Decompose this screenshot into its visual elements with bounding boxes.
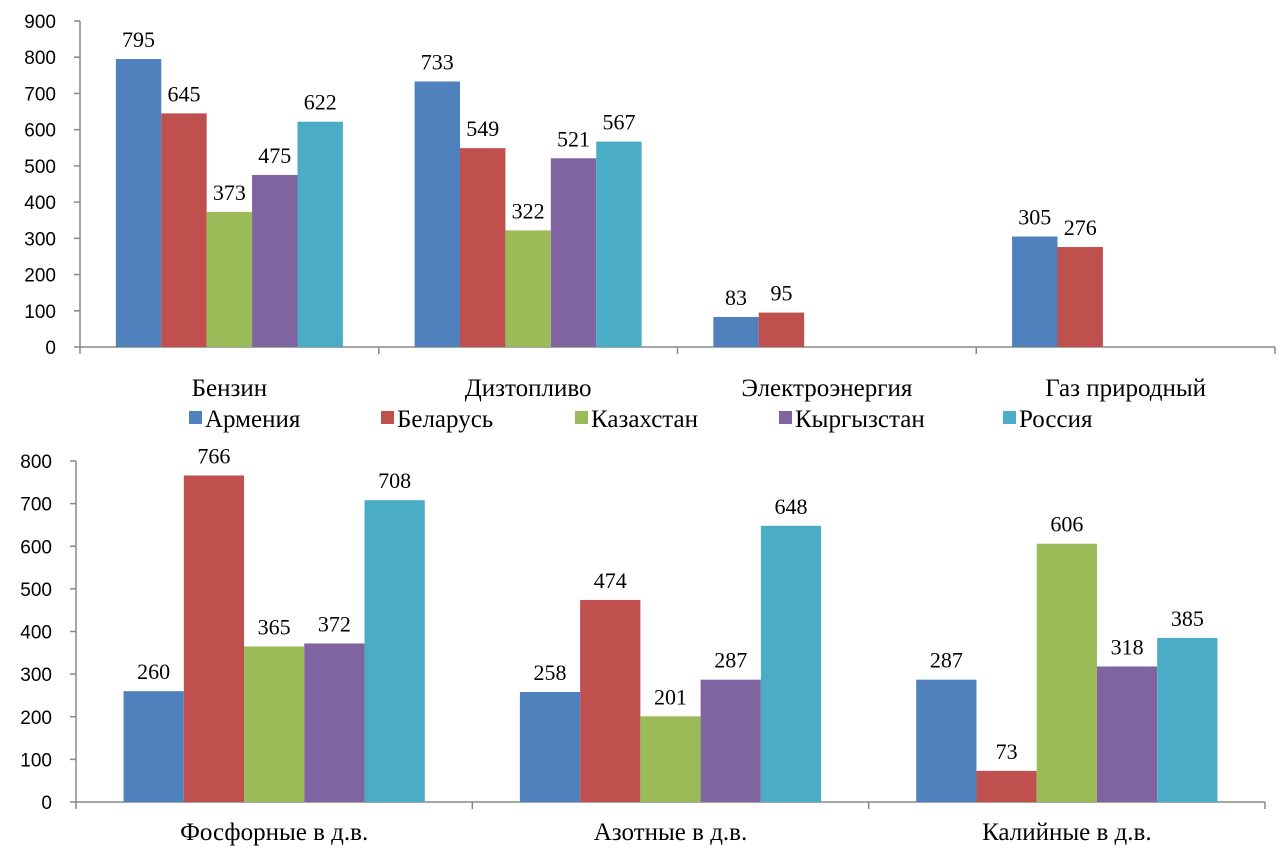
data-label: 373 <box>213 180 246 205</box>
fertilizer-chart: 0 100 200 300 400 500 600 700 800 Фосфорные в д.в… <box>20 443 1266 846</box>
legend-swatch <box>575 411 588 424</box>
data-label: 83 <box>725 285 747 310</box>
data-label: 372 <box>318 611 351 636</box>
y-tick-label: 100 <box>20 750 52 771</box>
data-label: 708 <box>378 468 411 493</box>
data-label: 648 <box>774 494 807 519</box>
bar <box>364 500 425 802</box>
y-tick-label: 900 <box>24 12 56 33</box>
y-tick-label: 400 <box>20 623 52 644</box>
bar <box>252 174 298 347</box>
bar <box>758 312 805 347</box>
bar <box>1036 543 1097 802</box>
bar <box>519 692 581 802</box>
data-label: 549 <box>466 116 499 141</box>
legend-swatch <box>1003 411 1016 424</box>
bar <box>580 599 641 802</box>
data-label: 305 <box>1018 205 1051 230</box>
data-label: 606 <box>1050 512 1083 537</box>
y-tick-label: 700 <box>24 84 56 105</box>
data-label: 475 <box>258 143 291 168</box>
bar <box>596 141 642 347</box>
bar <box>976 770 1037 802</box>
x-category-label: Фосфорные в д.в. <box>180 819 368 846</box>
bar <box>297 121 343 347</box>
bar <box>1096 666 1158 802</box>
bar <box>700 679 761 802</box>
data-label: 645 <box>167 81 200 106</box>
data-label: 201 <box>654 684 687 709</box>
y-tick-label: 700 <box>20 495 52 516</box>
data-label: 795 <box>122 27 155 52</box>
x-category-label: Бензин <box>192 375 267 402</box>
y-tick-label: 200 <box>24 266 56 287</box>
y-tick-label: 0 <box>45 338 56 359</box>
bar <box>713 316 759 347</box>
data-label: 622 <box>304 90 337 115</box>
y-tick-label: 800 <box>24 48 56 69</box>
data-label: 258 <box>534 660 567 685</box>
fuel-energy-chart: 0 100 200 300 400 500 600 700 800 900 Бензин 795 645… <box>24 12 1276 402</box>
legend-label: Беларусь <box>397 406 493 433</box>
x-category-label: Дизтопливо <box>465 375 592 402</box>
bar <box>916 679 977 802</box>
data-label: 322 <box>512 198 545 223</box>
bar <box>1012 236 1058 347</box>
y-tick-label: 100 <box>24 302 56 323</box>
legend-label: Россия <box>1019 406 1093 433</box>
legend-label: Армения <box>205 406 301 433</box>
y-tick-label: 600 <box>20 537 52 558</box>
data-label: 521 <box>557 126 590 151</box>
data-label: 567 <box>602 110 635 135</box>
data-label: 365 <box>258 614 291 639</box>
data-label: 276 <box>1064 215 1097 240</box>
bar <box>304 643 365 802</box>
y-tick-label: 200 <box>20 708 52 729</box>
bar <box>760 525 822 802</box>
y-tick-label: 500 <box>24 157 56 178</box>
legend-label: Казахстан <box>591 406 698 433</box>
bar <box>640 716 701 802</box>
legend-swatch <box>189 411 202 424</box>
bar <box>161 113 207 347</box>
y-tick-label: 600 <box>24 121 56 142</box>
data-label: 474 <box>594 568 627 593</box>
bar <box>183 475 245 802</box>
bar <box>244 646 305 802</box>
bar <box>115 59 162 348</box>
data-label: 287 <box>930 648 963 673</box>
y-tick-label: 300 <box>24 229 56 250</box>
x-category-label: Электроэнергия <box>741 375 912 402</box>
bar <box>550 158 597 347</box>
bar <box>206 211 253 347</box>
data-label: 318 <box>1111 634 1144 659</box>
y-tick-label: 0 <box>41 793 52 814</box>
y-tick-label: 300 <box>20 665 52 686</box>
bar <box>1057 247 1103 347</box>
data-label: 287 <box>714 648 747 673</box>
bar <box>460 148 506 347</box>
y-tick-label: 500 <box>20 580 52 601</box>
bar <box>505 230 551 347</box>
legend: Армения Беларусь Казахстан Кыргызстан Россия <box>189 406 1093 433</box>
y-tick-label: 400 <box>24 193 56 214</box>
x-category-label: Газ природный <box>1045 375 1206 402</box>
bar <box>123 691 184 802</box>
x-category-label: Калийные в д.в. <box>982 819 1152 846</box>
data-label: 766 <box>197 443 230 468</box>
data-label: 260 <box>137 659 170 684</box>
x-category-label: Азотные в д.в. <box>594 819 747 846</box>
legend-label: Кыргызстан <box>795 406 925 433</box>
legend-swatch <box>779 411 792 424</box>
legend-swatch <box>381 411 394 424</box>
bar <box>1157 637 1218 802</box>
data-label: 95 <box>770 281 792 306</box>
data-label: 73 <box>996 739 1018 764</box>
data-label: 385 <box>1171 606 1204 631</box>
bar <box>414 81 461 347</box>
data-label: 733 <box>421 49 454 74</box>
y-tick-label: 800 <box>20 452 52 473</box>
